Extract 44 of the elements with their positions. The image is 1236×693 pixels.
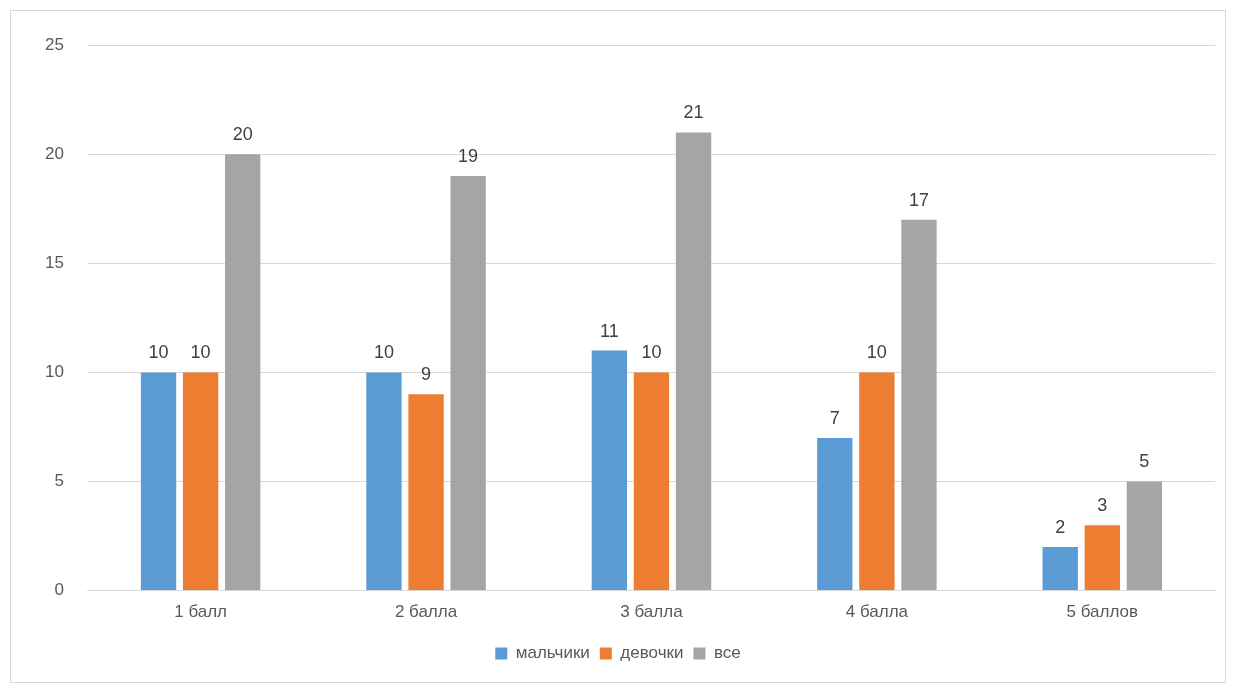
bar xyxy=(859,372,895,591)
bar xyxy=(366,372,402,591)
x-tick-label: 4 балла xyxy=(845,602,909,622)
y-tick-label: 5 xyxy=(54,471,64,491)
x-tick-label: 2 балла xyxy=(394,602,458,622)
x-tick-label: 3 балла xyxy=(620,602,684,622)
legend-label: девочки xyxy=(620,643,684,663)
bar xyxy=(591,350,628,591)
bar xyxy=(1084,525,1120,591)
bar xyxy=(182,372,219,591)
bar xyxy=(633,372,670,591)
bar xyxy=(675,132,712,591)
data-label: 21 xyxy=(683,102,704,123)
bar xyxy=(408,394,444,591)
y-tick-label: 25 xyxy=(44,34,64,54)
bar xyxy=(1042,546,1078,591)
bar xyxy=(225,154,261,591)
data-label: 9 xyxy=(421,364,432,385)
bar xyxy=(140,372,177,591)
legend-label: мальчики xyxy=(515,643,590,663)
data-label: 11 xyxy=(600,320,619,341)
y-tick-label: 0 xyxy=(54,580,64,600)
data-label: 20 xyxy=(232,124,253,145)
x-tick-label: 5 баллов xyxy=(1066,602,1139,622)
data-label: 2 xyxy=(1055,516,1066,537)
data-label: 10 xyxy=(148,342,169,363)
data-label: 5 xyxy=(1139,451,1150,472)
data-label: 17 xyxy=(908,189,929,210)
bar xyxy=(901,219,937,591)
data-label: 3 xyxy=(1097,495,1108,516)
bar xyxy=(1126,481,1163,591)
data-label: 10 xyxy=(190,342,211,363)
legend-label: все xyxy=(713,643,741,663)
data-label: 10 xyxy=(866,342,887,363)
y-tick-label: 20 xyxy=(44,143,64,163)
data-label: 19 xyxy=(458,146,479,167)
x-tick-label: 1 балл xyxy=(174,602,228,622)
y-tick-label: 10 xyxy=(44,362,64,382)
data-label: 10 xyxy=(641,342,662,363)
data-label: 10 xyxy=(373,342,394,363)
data-label: 7 xyxy=(829,407,840,428)
y-tick-label: 15 xyxy=(44,253,64,273)
bar xyxy=(817,437,853,591)
bar xyxy=(450,176,486,591)
